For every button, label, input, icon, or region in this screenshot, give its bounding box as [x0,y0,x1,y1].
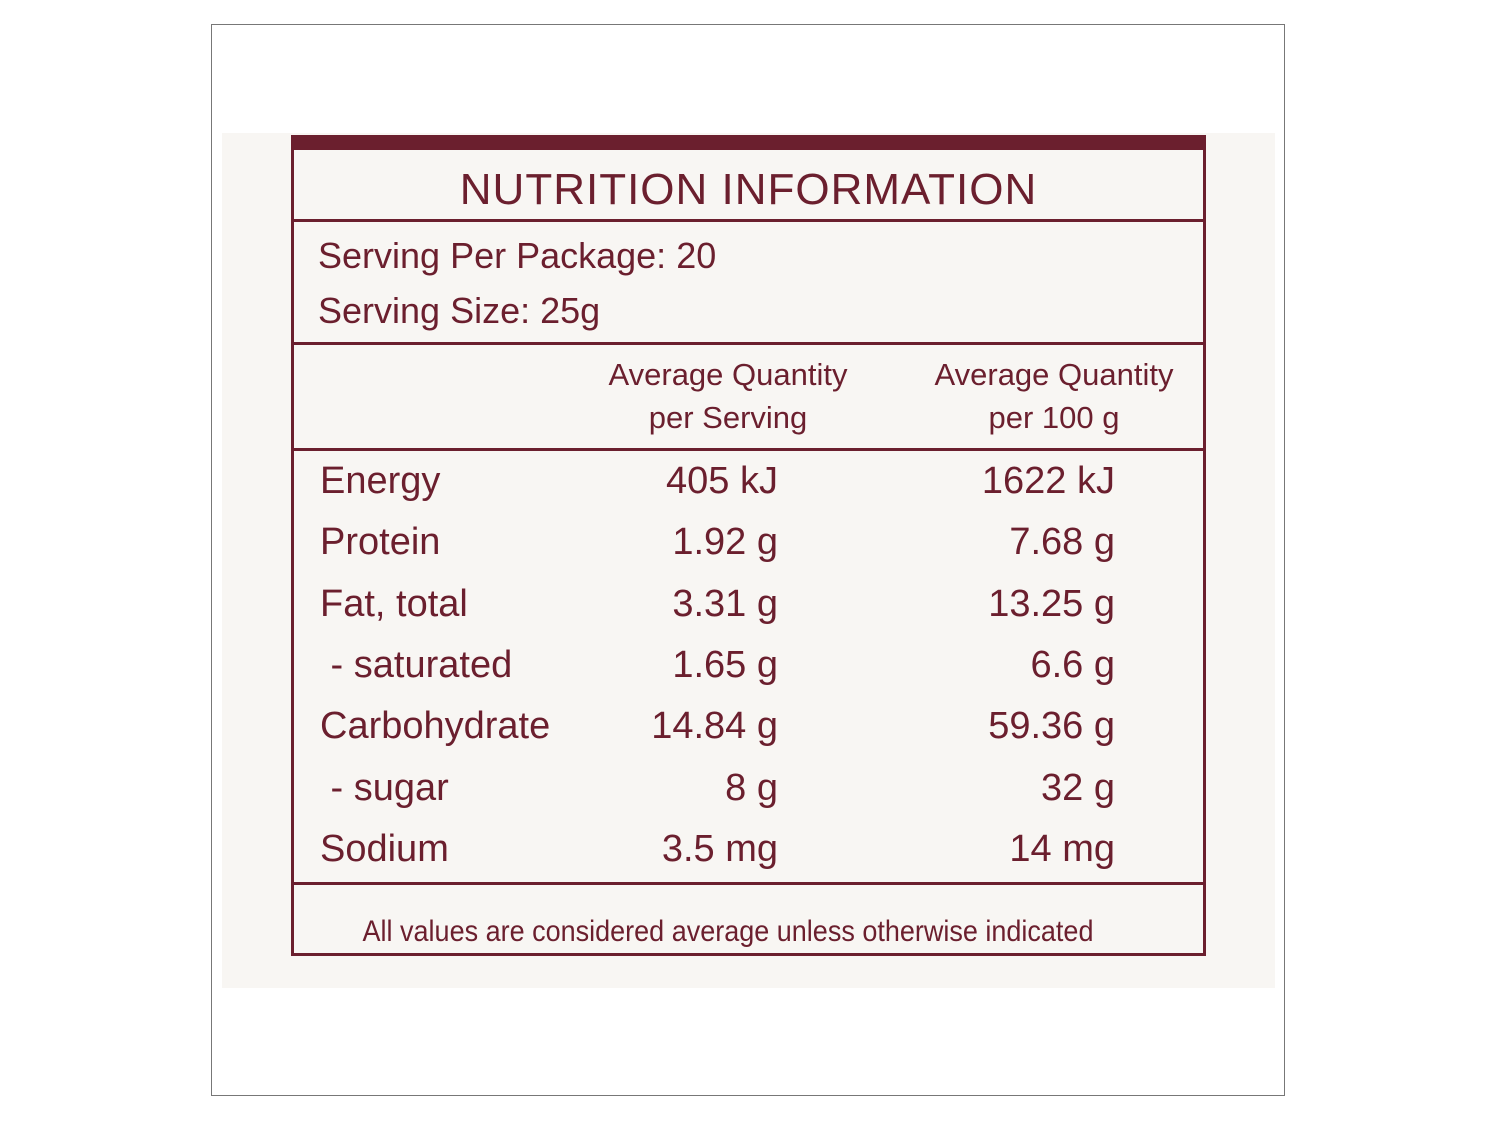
nutrient-value: 32 g [1041,766,1115,809]
nutrient-value: 405 kJ [666,460,778,502]
nutrient-name: Energy [320,460,441,502]
nutrient-value: 1.92 g [672,521,778,564]
divider [291,882,1206,885]
nutrient-value: 6.6 g [1030,643,1115,686]
label-border [291,135,1206,956]
title: NUTRITION INFORMATION [459,165,1038,214]
nutrient-value: 8 g [725,766,778,809]
nutrient-value: 1622 kJ [981,460,1115,502]
nutrient-value: 14 mg [1009,827,1115,870]
frame [211,24,1285,1096]
divider [291,448,1206,451]
footer: All values are considered average unless… [362,915,1094,948]
nutrient-value: 59.36 g [988,705,1115,748]
nutrient-name: Fat, total [320,582,468,625]
nutrient-name: Carbohydrate [320,705,551,748]
column-header: per Serving [648,400,808,435]
serving-line: Serving Size: 25g [318,290,601,331]
nutrient-value: 7.68 g [1009,521,1115,564]
nutrient-value: 13.25 g [988,582,1115,625]
serving-line: Serving Per Package: 20 [318,235,717,276]
nutrient-name: - sugar [320,766,449,809]
nutrient-value: 3.31 g [672,582,778,625]
nutrient-value: 1.65 g [672,643,778,686]
column-header: Average Quantity [608,357,848,392]
label-background [222,133,1275,988]
column-header: Average Quantity [934,357,1174,392]
column-header: per 100 g [988,400,1120,435]
nutrient-name: Protein [320,521,441,564]
nutrient-value: 14.84 g [651,705,778,748]
nutrient-value: 3.5 mg [661,827,778,870]
divider [291,219,1206,222]
nutrient-name: - saturated [320,643,513,686]
nutrient-name: Sodium [320,827,449,870]
divider [291,342,1206,345]
